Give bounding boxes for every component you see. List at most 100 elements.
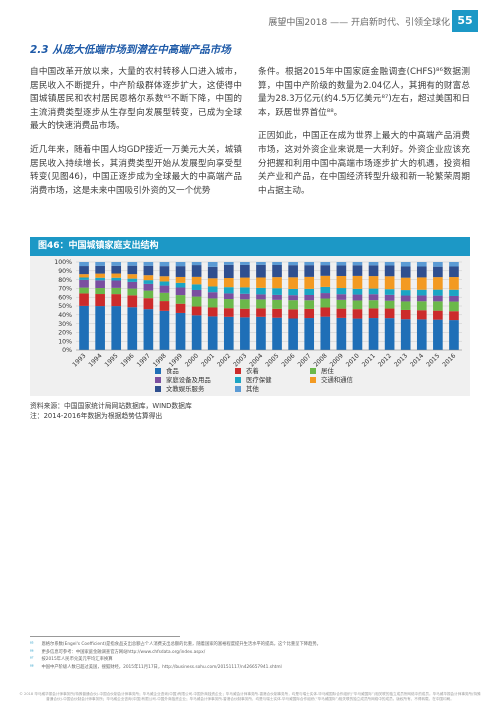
- legend-label: 医疗保健: [246, 376, 272, 384]
- bar-segment: [111, 287, 122, 295]
- bar-segment: [352, 309, 363, 319]
- bar-segment: [111, 280, 122, 288]
- bar-segment: [223, 278, 234, 288]
- bar-segment: [449, 266, 459, 278]
- legend-swatch: [155, 385, 161, 392]
- bar-segment: [336, 299, 347, 309]
- bar-segment: [352, 300, 363, 310]
- bar-segment: [175, 266, 186, 277]
- legend-label: 文教娱乐服务: [166, 385, 205, 393]
- bar-segment: [449, 320, 459, 350]
- bar-segment: [384, 289, 395, 295]
- bar-segment: [320, 316, 331, 350]
- stacked-bar-chart: 0%10%20%30%40%50%60%70%80%90%100%1993 199…: [54, 259, 462, 369]
- bar-segment: [400, 277, 411, 291]
- x-tick-label: 2015: [425, 352, 441, 368]
- x-tick-label: 1994: [87, 352, 103, 368]
- right-column: 条件。根据2015年中国家庭金融调查(CHFS)⁸⁶数据测算，中国中产阶级的数量…: [258, 66, 470, 208]
- legend-swatch: [235, 367, 241, 374]
- legend-label: 家庭设备及用品: [166, 376, 211, 384]
- bar-segment: [223, 264, 234, 279]
- bar-segment: [272, 264, 282, 278]
- x-tick-label: 2002: [216, 352, 232, 368]
- bar-segment: [79, 279, 89, 288]
- bar-segment: [175, 295, 186, 304]
- legend-item: 交通和通信: [310, 375, 353, 384]
- chart-area: 0% 10% 20% 30% 40% 50% 60% 70% 80% 90% 100% 1993 199…: [30, 256, 470, 396]
- legend-item: 其他: [235, 384, 259, 393]
- bar-segment: [416, 295, 427, 302]
- bar-segment: [449, 311, 459, 321]
- bar-segment: [175, 303, 186, 313]
- bar-segment: [368, 294, 379, 301]
- x-tick-label: 2010: [345, 352, 361, 368]
- x-tick-label: 2006: [280, 352, 296, 368]
- bar-segment: [191, 296, 202, 307]
- bar-segment: [433, 289, 443, 296]
- bar-segment: [433, 266, 443, 278]
- bar-segment: [433, 301, 443, 311]
- legend-label: 食品: [166, 367, 179, 375]
- footnote-divider: [30, 636, 180, 637]
- bar-segment: [207, 307, 218, 317]
- bar-segment: [143, 275, 154, 281]
- y-tick-label: 60%: [58, 294, 72, 301]
- bar-segment: [223, 299, 234, 309]
- page-header: 展望中国2018 —— 开启新时代、引领全球化 55: [0, 10, 500, 32]
- bar-segment: [416, 301, 427, 311]
- bar-segment: [223, 308, 234, 317]
- x-tick-label: 2005: [264, 352, 280, 368]
- legend-label: 其他: [246, 385, 259, 393]
- legend-swatch: [155, 376, 161, 383]
- bar-segment: [191, 265, 202, 277]
- bar-segment: [223, 287, 234, 294]
- bar-segment: [400, 295, 411, 302]
- bar-segment: [400, 319, 411, 350]
- bar-segment: [191, 306, 202, 316]
- bar-segment: [368, 276, 379, 289]
- bar-segment: [79, 287, 89, 294]
- bar-segment: [320, 298, 331, 308]
- bar-segment: [433, 295, 443, 302]
- bar-segment: [111, 294, 122, 307]
- legend-swatch: [310, 376, 316, 383]
- bar-segment: [304, 262, 315, 266]
- bar-segment: [223, 262, 234, 265]
- bar-segment: [191, 262, 202, 266]
- bar-segment: [191, 289, 202, 297]
- left-paragraph-2: 近几年来，随着中国人均GDP接近一万美元大关，城镇居民收入持续增长，其消费类型开…: [30, 144, 242, 196]
- right-paragraph-2: 正因如此，中国正在成为世界上最大的中高端产品消费市场，这对外资企业来说是一大利好…: [258, 131, 470, 196]
- bar-segment: [272, 262, 282, 265]
- bar-segment: [336, 262, 347, 266]
- bar-segment: [304, 300, 315, 309]
- legend-label: 交通和通信: [321, 376, 353, 384]
- bar-segment: [416, 319, 427, 350]
- bar-segment: [256, 262, 266, 265]
- bar-segment: [449, 277, 459, 290]
- y-tick-label: 20%: [58, 330, 72, 337]
- bar-segment: [207, 316, 218, 350]
- bar-segment: [127, 295, 138, 308]
- bar-segment: [368, 288, 379, 295]
- bar-segment: [272, 299, 282, 309]
- bar-segment: [368, 318, 379, 350]
- bar-segment: [336, 265, 347, 276]
- bar-segment: [433, 262, 443, 267]
- y-tick-label: 80%: [58, 277, 72, 284]
- bar-segment: [159, 266, 170, 277]
- bar-segment: [95, 265, 105, 274]
- bar-segment: [143, 283, 154, 291]
- bar-segment: [240, 308, 250, 318]
- bar-segment: [433, 319, 443, 350]
- legend-item: 文教娱乐服务: [155, 384, 204, 393]
- bar-segment: [288, 265, 298, 278]
- bar-segment: [127, 281, 138, 289]
- bar-segment: [288, 295, 298, 301]
- bar-segment: [79, 262, 89, 267]
- bar-segment: [288, 288, 298, 296]
- bar-segment: [256, 299, 266, 309]
- bar-segment: [433, 310, 443, 320]
- bar-segment: [352, 265, 363, 276]
- x-tick-label: 2000: [184, 352, 200, 368]
- legend-item: 医疗保健: [235, 375, 272, 384]
